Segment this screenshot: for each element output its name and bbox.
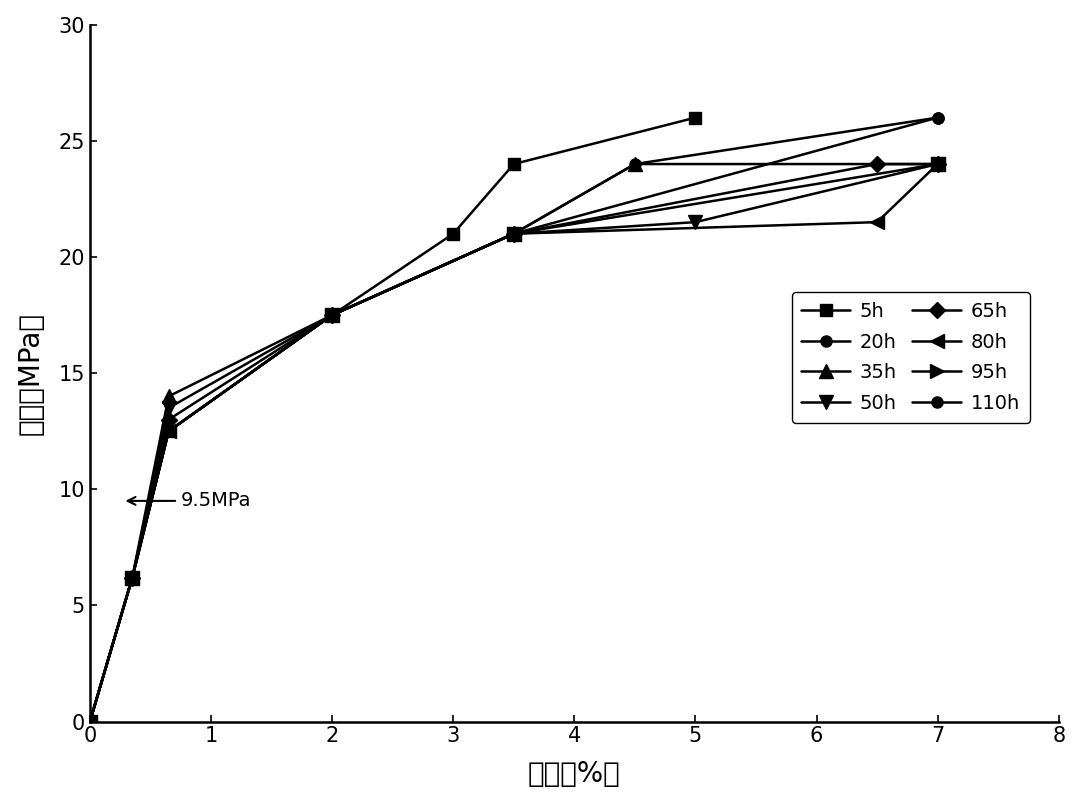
50h [507, 229, 520, 238]
110h [507, 229, 520, 238]
20h [932, 113, 945, 122]
110h [326, 310, 339, 320]
65h [326, 310, 339, 320]
20h [629, 159, 642, 169]
80h [326, 310, 339, 320]
5h [507, 159, 520, 169]
95h [162, 427, 175, 436]
35h [83, 716, 96, 726]
80h [162, 427, 175, 436]
X-axis label: 应变（%）: 应变（%） [528, 761, 621, 788]
5h [126, 572, 138, 582]
65h [932, 159, 945, 169]
80h [932, 159, 945, 169]
50h [83, 716, 96, 726]
20h [126, 572, 138, 582]
80h [126, 572, 138, 582]
95h [83, 716, 96, 726]
65h [83, 716, 96, 726]
5h [326, 310, 339, 320]
35h [507, 229, 520, 238]
5h [447, 229, 460, 238]
95h [932, 159, 945, 169]
20h [83, 716, 96, 726]
65h [162, 415, 175, 424]
110h [83, 716, 96, 726]
Text: 9.5MPa: 9.5MPa [128, 491, 251, 510]
Line: 95h: 95h [83, 157, 945, 729]
50h [126, 572, 138, 582]
65h [507, 229, 520, 238]
35h [326, 310, 339, 320]
5h [689, 113, 702, 122]
65h [871, 159, 884, 169]
95h [326, 310, 339, 320]
50h [326, 310, 339, 320]
20h [326, 310, 339, 320]
Line: 20h: 20h [84, 112, 944, 727]
80h [507, 229, 520, 238]
Line: 50h: 50h [83, 157, 945, 729]
35h [162, 391, 175, 401]
Line: 80h: 80h [83, 157, 945, 729]
Line: 35h: 35h [83, 157, 945, 729]
50h [932, 159, 945, 169]
35h [629, 159, 642, 169]
80h [83, 716, 96, 726]
35h [126, 572, 138, 582]
95h [507, 229, 520, 238]
50h [689, 217, 702, 227]
80h [871, 217, 884, 227]
Line: 5h: 5h [84, 112, 701, 727]
Y-axis label: 应力（MPa）: 应力（MPa） [16, 312, 44, 435]
5h [162, 427, 175, 436]
5h [83, 716, 96, 726]
50h [162, 403, 175, 413]
110h [162, 427, 175, 436]
Line: 65h: 65h [84, 159, 944, 727]
Line: 110h: 110h [84, 112, 944, 727]
110h [126, 572, 138, 582]
Legend: 5h, 20h, 35h, 50h, 65h, 80h, 95h, 110h: 5h, 20h, 35h, 50h, 65h, 80h, 95h, 110h [792, 292, 1030, 423]
35h [932, 159, 945, 169]
20h [507, 229, 520, 238]
95h [126, 572, 138, 582]
65h [126, 572, 138, 582]
110h [932, 113, 945, 122]
20h [162, 427, 175, 436]
